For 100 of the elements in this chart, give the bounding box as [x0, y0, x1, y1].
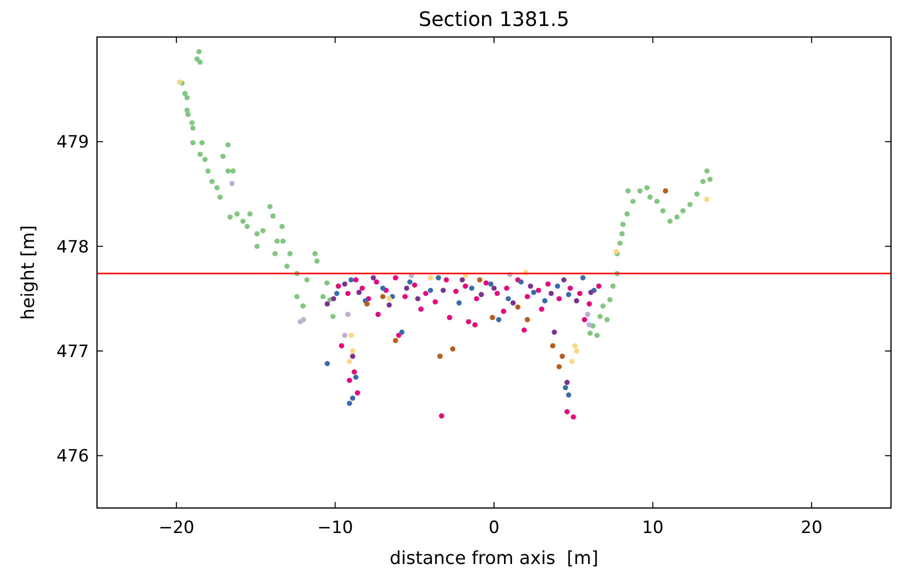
- point: [334, 290, 340, 296]
- point: [415, 296, 420, 302]
- point: [562, 385, 568, 390]
- point: [360, 286, 365, 291]
- point: [574, 298, 580, 304]
- point: [428, 288, 434, 293]
- point: [510, 300, 516, 306]
- point: [570, 414, 576, 420]
- point: [342, 281, 348, 287]
- point: [474, 296, 480, 302]
- point: [386, 302, 392, 308]
- point: [346, 358, 352, 364]
- point: [545, 281, 551, 287]
- point: [432, 299, 438, 304]
- point: [399, 330, 404, 335]
- point: [539, 306, 544, 312]
- point: [506, 296, 511, 302]
- x-tick-label: −20: [158, 518, 194, 538]
- point: [444, 277, 449, 282]
- x-tick-label: −10: [317, 518, 354, 538]
- point: [490, 314, 496, 320]
- point: [375, 312, 381, 317]
- point: [392, 338, 398, 344]
- point: [554, 284, 560, 289]
- point: [342, 332, 348, 338]
- y-tick-label: 476: [56, 446, 89, 467]
- chart-title: Section 1381.5: [418, 7, 570, 31]
- point: [524, 317, 530, 322]
- point: [561, 277, 566, 282]
- point: [352, 369, 357, 375]
- point: [662, 188, 668, 194]
- y-axis-title: height [m]: [18, 225, 39, 320]
- point: [466, 319, 472, 324]
- point: [345, 290, 351, 296]
- point: [229, 180, 235, 186]
- point: [440, 288, 446, 293]
- point: [386, 296, 392, 302]
- point: [380, 294, 386, 300]
- point: [496, 317, 502, 322]
- point: [524, 294, 530, 300]
- point: [515, 304, 520, 310]
- point: [522, 327, 527, 333]
- point: [346, 400, 352, 406]
- point: [574, 348, 580, 354]
- point: [370, 275, 376, 280]
- point: [450, 346, 456, 352]
- point: [564, 380, 570, 385]
- x-tick-label: 10: [642, 518, 664, 538]
- point: [614, 248, 619, 254]
- point: [518, 279, 524, 285]
- y-tick-label: 479: [56, 132, 89, 153]
- point: [550, 343, 556, 348]
- point: [556, 364, 562, 370]
- point: [477, 277, 482, 282]
- point: [404, 286, 410, 291]
- point: [566, 392, 572, 398]
- point: [456, 300, 462, 306]
- point: [324, 360, 330, 366]
- point: [176, 79, 182, 85]
- point: [469, 286, 474, 291]
- point: [348, 332, 354, 338]
- point: [423, 290, 428, 296]
- point: [572, 343, 578, 348]
- point: [336, 284, 341, 289]
- point: [504, 286, 510, 291]
- point: [437, 354, 443, 359]
- x-tick-label: 20: [800, 518, 822, 538]
- point: [472, 322, 478, 328]
- point: [552, 330, 557, 335]
- point: [585, 312, 590, 317]
- x-tick-label: 0: [488, 518, 500, 538]
- point: [491, 286, 497, 291]
- point: [350, 348, 356, 354]
- point: [353, 374, 358, 380]
- point: [586, 301, 592, 306]
- point: [577, 290, 582, 296]
- point: [536, 288, 542, 293]
- point: [528, 284, 534, 289]
- point: [396, 332, 402, 338]
- point: [407, 279, 412, 285]
- point: [348, 277, 354, 282]
- point: [462, 284, 468, 289]
- point: [488, 281, 494, 287]
- point: [402, 294, 408, 300]
- point: [582, 317, 588, 322]
- y-tick-label: 478: [56, 237, 89, 258]
- point: [704, 196, 710, 202]
- point: [412, 282, 418, 288]
- point: [596, 284, 602, 289]
- point: [346, 378, 352, 383]
- point: [350, 396, 356, 401]
- point: [588, 290, 594, 295]
- point: [556, 296, 562, 302]
- point: [586, 322, 592, 328]
- point: [300, 317, 306, 322]
- point: [324, 301, 330, 306]
- point: [566, 292, 572, 298]
- point: [392, 275, 398, 280]
- point: [494, 290, 500, 296]
- point: [500, 308, 506, 314]
